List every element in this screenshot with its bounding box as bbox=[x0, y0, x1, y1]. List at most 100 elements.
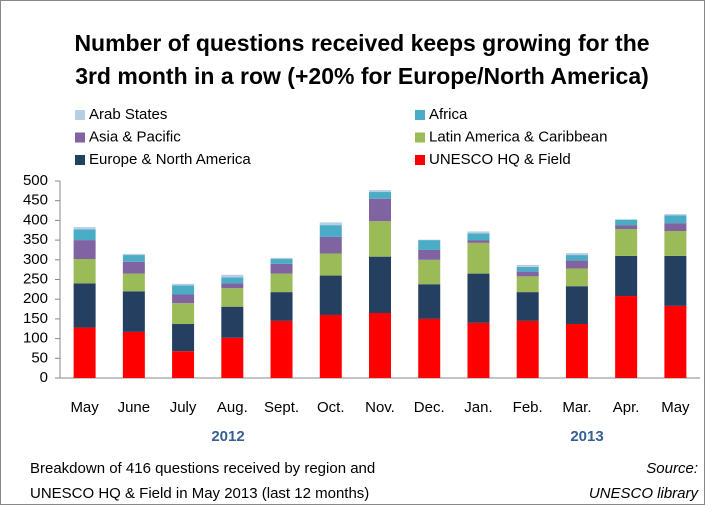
x-tick-label: Oct. bbox=[317, 399, 345, 416]
y-tick-label: 0 bbox=[40, 369, 48, 386]
x-tick-label: Feb. bbox=[513, 399, 543, 416]
bar-segment bbox=[467, 240, 490, 243]
bar-segment bbox=[172, 285, 195, 295]
footnote: Breakdown of 416 questions received by r… bbox=[30, 460, 375, 477]
bar-segment bbox=[418, 240, 441, 250]
bar-segment bbox=[369, 192, 391, 199]
bar-segment bbox=[122, 261, 145, 274]
x-tick-label: July bbox=[170, 399, 197, 416]
y-tick-label: 200 bbox=[23, 290, 48, 307]
x-tick-label: May bbox=[661, 399, 690, 416]
bar-segment bbox=[270, 259, 293, 264]
y-tick-label: 100 bbox=[23, 330, 48, 347]
bar-segment bbox=[565, 260, 588, 269]
x-tick-label: June bbox=[118, 399, 151, 416]
bar-segment bbox=[516, 292, 539, 321]
bar-segment bbox=[319, 275, 342, 315]
y-tick-label: 50 bbox=[31, 349, 48, 366]
x-tick-label: Mar. bbox=[562, 399, 591, 416]
bar-segment bbox=[122, 253, 145, 256]
legend-swatch bbox=[75, 132, 85, 143]
bar-segment bbox=[319, 253, 342, 276]
x-tick-label: Dec. bbox=[414, 399, 445, 416]
bar-segment bbox=[73, 327, 96, 378]
bar-segment bbox=[467, 242, 490, 274]
bar-segment bbox=[122, 291, 145, 332]
bar-segment bbox=[664, 231, 687, 256]
bar-segment bbox=[221, 288, 244, 307]
bar-segment bbox=[418, 284, 441, 319]
bar-segment bbox=[467, 273, 490, 323]
bar-segment bbox=[418, 249, 441, 260]
legend-label: UNESCO HQ & Field bbox=[429, 151, 571, 168]
bar-segment bbox=[615, 229, 638, 256]
bar-segment bbox=[516, 276, 539, 293]
bar-segment bbox=[221, 306, 244, 338]
bar-segment bbox=[664, 305, 687, 378]
bar-segment bbox=[319, 236, 342, 254]
bar-segment bbox=[418, 318, 441, 378]
bar-segment bbox=[270, 292, 293, 321]
y-tick-label: 300 bbox=[23, 251, 48, 268]
bar-segment bbox=[172, 283, 195, 286]
legend-label: Africa bbox=[429, 106, 468, 123]
bar-segment bbox=[73, 227, 96, 230]
y-tick-label: 350 bbox=[23, 231, 48, 248]
legend-label: Latin America & Caribbean bbox=[429, 128, 607, 145]
legend-swatch bbox=[75, 155, 85, 165]
bar-segment bbox=[221, 337, 244, 378]
bar-segment bbox=[615, 225, 638, 230]
bar-segment bbox=[122, 255, 145, 262]
bar-segment bbox=[369, 312, 391, 378]
year-label: 2012 bbox=[211, 428, 244, 445]
bar-segment bbox=[615, 219, 638, 226]
bar-segment bbox=[270, 263, 293, 274]
legend-label: Arab States bbox=[89, 106, 167, 123]
bar-segment bbox=[369, 190, 391, 193]
bar-segment bbox=[369, 256, 391, 313]
bar-segment bbox=[516, 264, 539, 267]
bar-segment bbox=[172, 324, 195, 352]
chart-title: Number of questions received keeps growi… bbox=[74, 30, 649, 56]
y-tick-label: 450 bbox=[23, 192, 48, 209]
bar-segment bbox=[664, 255, 687, 306]
bar-segment bbox=[467, 231, 490, 234]
bar-segment bbox=[516, 266, 539, 272]
legend-swatch bbox=[75, 110, 85, 120]
bar-segment bbox=[664, 214, 687, 216]
bar-segment bbox=[172, 351, 195, 378]
x-tick-label: Sept. bbox=[264, 399, 299, 416]
legend-label: Asia & Pacific bbox=[89, 128, 181, 145]
bar-segment bbox=[319, 314, 342, 378]
footnote: UNESCO HQ & Field in May 2013 (last 12 m… bbox=[30, 485, 369, 502]
bar-segment bbox=[467, 322, 490, 378]
bar-segment bbox=[615, 296, 638, 378]
bar-segment bbox=[565, 324, 588, 378]
bar-segment bbox=[73, 240, 96, 260]
x-tick-label: Nov. bbox=[365, 399, 395, 416]
x-tick-label: Jan. bbox=[464, 399, 492, 416]
year-label: 2013 bbox=[570, 428, 603, 445]
bar-segment bbox=[516, 320, 539, 378]
bar-segment bbox=[319, 222, 342, 226]
bar-segment bbox=[221, 277, 244, 284]
bar-segment bbox=[615, 255, 638, 297]
y-tick-label: 400 bbox=[23, 211, 48, 228]
legend-swatch bbox=[415, 132, 425, 143]
bar-segment bbox=[122, 273, 145, 292]
y-tick-label: 500 bbox=[23, 172, 48, 189]
bar-segment bbox=[172, 303, 195, 325]
bar-segment bbox=[270, 273, 293, 293]
x-tick-label: Aug. bbox=[217, 399, 248, 416]
bar-segment bbox=[664, 215, 687, 224]
bar-segment bbox=[319, 225, 342, 237]
bar-segment bbox=[516, 271, 539, 277]
legend-swatch bbox=[415, 110, 425, 120]
bar-segment bbox=[565, 286, 588, 325]
bar-segment bbox=[221, 274, 244, 278]
bar-segment bbox=[418, 259, 441, 285]
bar-segment bbox=[221, 283, 244, 289]
x-tick-label: Apr. bbox=[613, 399, 640, 416]
y-tick-label: 250 bbox=[23, 270, 48, 287]
